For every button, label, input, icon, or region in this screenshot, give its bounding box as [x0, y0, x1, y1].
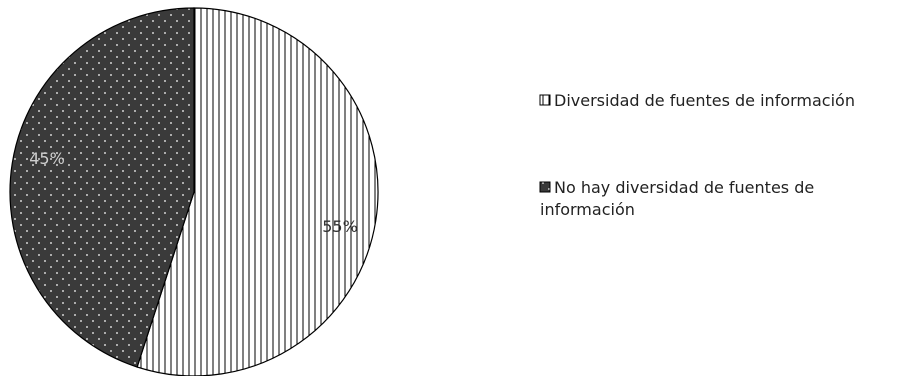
pie-slice-1 [9, 7, 195, 368]
legend-label-0: Diversidad de fuentes de información [554, 91, 855, 110]
slice-value-label-0: 55% [322, 217, 358, 236]
legend-swatch-1 [539, 181, 551, 193]
legend-swatch-0 [539, 94, 551, 106]
pie-labels: 55% 45% [29, 149, 358, 236]
legend-label-1: No hay diversidad de fuentes de informaci… [540, 178, 814, 219]
pie-slice-0 [136, 7, 379, 376]
slice-value-label-1: 45% [29, 149, 65, 168]
legend: Diversidad de fuentes de información No h… [539, 91, 855, 219]
pie-slices [9, 7, 379, 376]
